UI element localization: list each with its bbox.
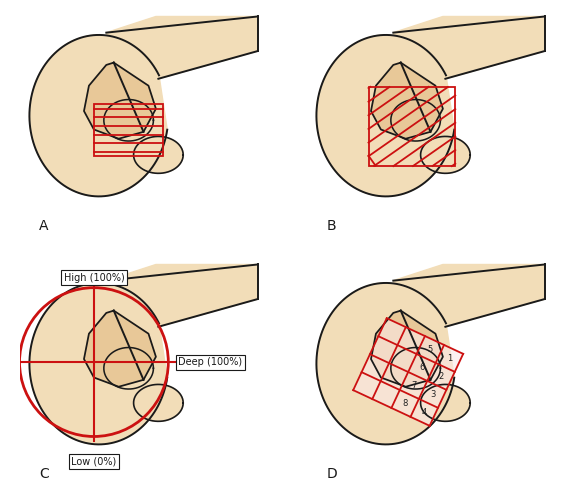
Polygon shape — [371, 62, 443, 139]
Polygon shape — [393, 16, 545, 79]
Text: 3: 3 — [430, 390, 435, 399]
Text: High (100%): High (100%) — [64, 273, 125, 283]
Polygon shape — [29, 283, 167, 444]
Text: 2: 2 — [439, 372, 444, 381]
Polygon shape — [421, 136, 470, 173]
Text: 7: 7 — [411, 381, 416, 390]
Polygon shape — [316, 35, 454, 196]
Text: B: B — [327, 219, 336, 233]
Polygon shape — [106, 16, 258, 79]
Polygon shape — [134, 384, 183, 421]
Polygon shape — [84, 62, 156, 139]
Text: C: C — [40, 467, 49, 481]
Polygon shape — [134, 136, 183, 173]
Text: 8: 8 — [402, 399, 408, 408]
Text: 1: 1 — [447, 354, 452, 363]
Text: D: D — [327, 467, 337, 481]
Text: 4: 4 — [422, 408, 427, 417]
Polygon shape — [29, 35, 167, 196]
Text: Deep (100%): Deep (100%) — [178, 357, 242, 367]
Polygon shape — [393, 264, 545, 327]
Polygon shape — [106, 264, 258, 327]
Text: Low (0%): Low (0%) — [71, 456, 117, 466]
Polygon shape — [353, 318, 463, 426]
Polygon shape — [316, 283, 454, 444]
Polygon shape — [421, 384, 470, 421]
Text: A: A — [40, 219, 49, 233]
Text: 5: 5 — [428, 345, 433, 354]
Polygon shape — [84, 310, 156, 387]
Polygon shape — [371, 310, 443, 387]
Text: 6: 6 — [419, 363, 425, 372]
